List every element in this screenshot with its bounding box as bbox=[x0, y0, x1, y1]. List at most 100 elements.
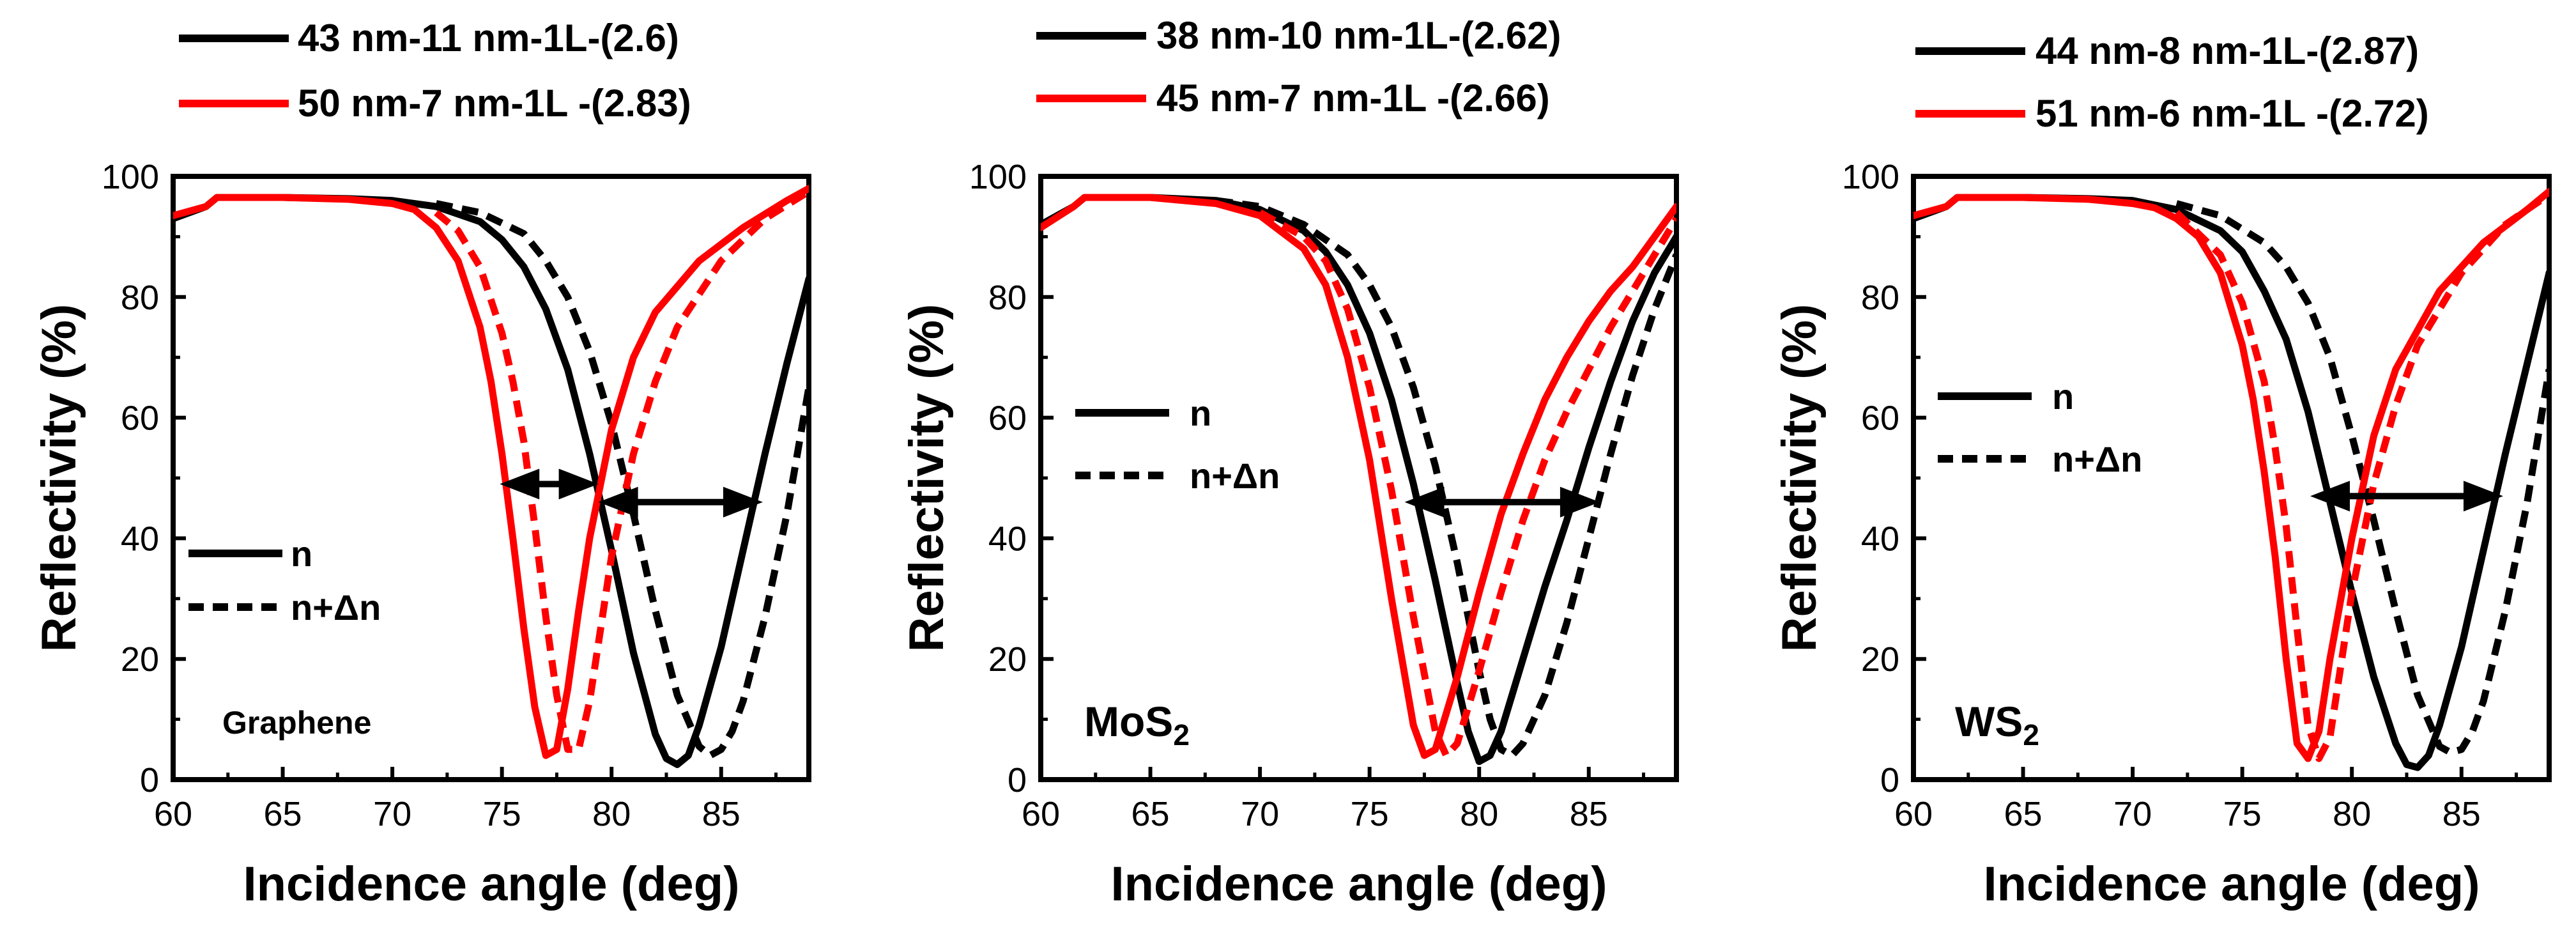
style-legend-label-dashed: n+Δn bbox=[2052, 439, 2142, 479]
x-axis-ticks: 60 65 70 75 80 85 bbox=[154, 767, 778, 833]
legend-label-black: 44 nm-8 nm-1L-(2.87) bbox=[2035, 29, 2419, 72]
arrow-group bbox=[500, 468, 763, 518]
series-line-red-n bbox=[1041, 194, 1676, 759]
y-tick-label: 60 bbox=[121, 399, 159, 438]
arrow-head-right bbox=[558, 468, 599, 500]
y-tick-label: 0 bbox=[140, 761, 159, 799]
x-tick-label: 70 bbox=[1241, 795, 1279, 833]
series-line-black-n-plus-dn bbox=[2175, 200, 2549, 756]
x-tick-label: 80 bbox=[1460, 795, 1498, 833]
y-tick-label: 100 bbox=[1842, 158, 1899, 196]
material-label-subscript: 2 bbox=[2023, 718, 2039, 751]
y-tick-label: 20 bbox=[988, 640, 1027, 679]
x-tick-label: 60 bbox=[1894, 795, 1933, 833]
x-tick-label: 70 bbox=[373, 795, 411, 833]
material-label: WS2 bbox=[1955, 698, 2039, 751]
material-label: MoS2 bbox=[1084, 698, 1190, 751]
arrow-head-left bbox=[598, 486, 638, 518]
x-tick-label: 65 bbox=[2004, 795, 2043, 833]
arrow-head-right bbox=[723, 486, 763, 518]
arrow-group bbox=[1404, 486, 1600, 518]
x-tick-label: 75 bbox=[1351, 795, 1389, 833]
arrow-group bbox=[2310, 481, 2503, 512]
style-legend: n n+Δn bbox=[1938, 376, 2142, 479]
y-tick-label: 80 bbox=[988, 279, 1027, 317]
legend-label-black: 43 nm-11 nm-1L-(2.6) bbox=[298, 17, 679, 59]
legend-label-red: 50 nm-7 nm-1L -(2.83) bbox=[298, 82, 691, 125]
x-tick-label: 80 bbox=[2333, 795, 2371, 833]
arrow-head-left bbox=[500, 468, 540, 500]
y-tick-label: 80 bbox=[121, 279, 159, 317]
x-axis-ticks: 60 65 70 75 80 85 bbox=[1022, 767, 1646, 833]
top-legend: 44 nm-8 nm-1L-(2.87) 51 nm-6 nm-1L -(2.7… bbox=[1915, 29, 2429, 135]
x-tick-label: 85 bbox=[2442, 795, 2481, 833]
series-line-red-n-plus-dn bbox=[2174, 191, 2549, 762]
series-line-red-n-plus-dn bbox=[1258, 209, 1676, 759]
series-line-black-n-plus-dn bbox=[435, 200, 809, 759]
series-group bbox=[1041, 194, 1676, 766]
series-line-red-n-plus-dn bbox=[434, 188, 809, 753]
x-tick-label: 60 bbox=[1022, 795, 1060, 833]
y-tick-label: 0 bbox=[1880, 761, 1899, 799]
style-legend-label-solid: n bbox=[291, 534, 312, 574]
x-axis-label: Incidence angle (deg) bbox=[1983, 857, 2480, 911]
legend-label-red: 51 nm-6 nm-1L -(2.72) bbox=[2035, 92, 2429, 135]
material-label: Graphene bbox=[222, 705, 371, 741]
y-tick-label: 100 bbox=[969, 158, 1027, 196]
material-label-base: WS bbox=[1955, 698, 2023, 745]
y-axis-ticks: 0 20 40 60 80 100 bbox=[969, 158, 1054, 799]
arrow-head-left bbox=[2310, 481, 2350, 512]
y-tick-label: 0 bbox=[1008, 761, 1027, 799]
y-tick-label: 60 bbox=[1861, 399, 1899, 438]
series-line-red-n bbox=[173, 185, 809, 759]
style-legend-label-dashed: n+Δn bbox=[291, 587, 381, 628]
x-tick-label: 60 bbox=[154, 795, 192, 833]
x-tick-label: 75 bbox=[483, 795, 521, 833]
x-tick-label: 85 bbox=[702, 795, 740, 833]
y-axis-label: Reflectivity (%) bbox=[900, 304, 954, 652]
y-tick-label: 20 bbox=[121, 640, 159, 679]
x-tick-label: 65 bbox=[264, 795, 302, 833]
y-tick-label: 20 bbox=[1861, 640, 1899, 679]
style-legend-label-solid: n bbox=[2052, 376, 2074, 417]
x-axis-ticks: 60 65 70 75 80 85 bbox=[1894, 767, 2518, 833]
x-tick-label: 80 bbox=[592, 795, 631, 833]
y-axis-ticks: 0 20 40 60 80 100 bbox=[102, 158, 186, 799]
x-tick-label: 75 bbox=[2223, 795, 2262, 833]
y-axis-label: Reflectivity (%) bbox=[32, 304, 86, 652]
style-legend: n n+Δn bbox=[1075, 393, 1280, 496]
y-tick-label: 40 bbox=[988, 520, 1027, 558]
x-tick-label: 65 bbox=[1131, 795, 1170, 833]
style-legend-label-dashed: n+Δn bbox=[1190, 456, 1280, 496]
material-label-base: MoS bbox=[1084, 698, 1173, 745]
arrow-head-left bbox=[1404, 486, 1445, 518]
chart-panel-ws2: 44 nm-8 nm-1L-(2.87) 51 nm-6 nm-1L -(2.7… bbox=[1772, 29, 2552, 911]
y-tick-label: 40 bbox=[121, 520, 159, 558]
plot-frame bbox=[1911, 174, 2552, 782]
y-tick-label: 80 bbox=[1861, 279, 1899, 317]
y-tick-label: 40 bbox=[1861, 520, 1899, 558]
material-label-subscript: 2 bbox=[1173, 718, 1190, 751]
material-label-base: Graphene bbox=[222, 705, 371, 741]
arrow-head-right bbox=[2463, 481, 2503, 512]
style-legend-label-solid: n bbox=[1190, 393, 1211, 433]
legend-label-red: 45 nm-7 nm-1L -(2.66) bbox=[1156, 77, 1550, 119]
x-tick-label: 70 bbox=[2113, 795, 2152, 833]
y-axis-ticks: 0 20 40 60 80 100 bbox=[1842, 158, 1926, 799]
x-tick-label: 85 bbox=[1570, 795, 1608, 833]
chart-panel-mos2: 38 nm-10 nm-1L-(2.62) 45 nm-7 nm-1L -(2.… bbox=[900, 14, 1679, 911]
series-line-black-n-plus-dn bbox=[1215, 197, 1676, 759]
series-line-black-n bbox=[173, 194, 809, 768]
style-legend: n n+Δn bbox=[188, 534, 381, 628]
top-legend: 38 nm-10 nm-1L-(2.62) 45 nm-7 nm-1L -(2.… bbox=[1036, 14, 1561, 119]
series-group bbox=[1913, 188, 2549, 771]
arrow-head-right bbox=[1560, 486, 1600, 518]
chart-panel-graphene: 43 nm-11 nm-1L-(2.6) 50 nm-7 nm-1L -(2.8… bbox=[32, 17, 811, 911]
series-line-black-n bbox=[1041, 194, 1676, 766]
series-line-red-n bbox=[1913, 188, 2549, 762]
y-tick-label: 60 bbox=[988, 399, 1027, 438]
x-axis-label: Incidence angle (deg) bbox=[1110, 857, 1607, 911]
series-group bbox=[173, 185, 809, 768]
y-axis-label: Reflectivity (%) bbox=[1772, 304, 1827, 652]
